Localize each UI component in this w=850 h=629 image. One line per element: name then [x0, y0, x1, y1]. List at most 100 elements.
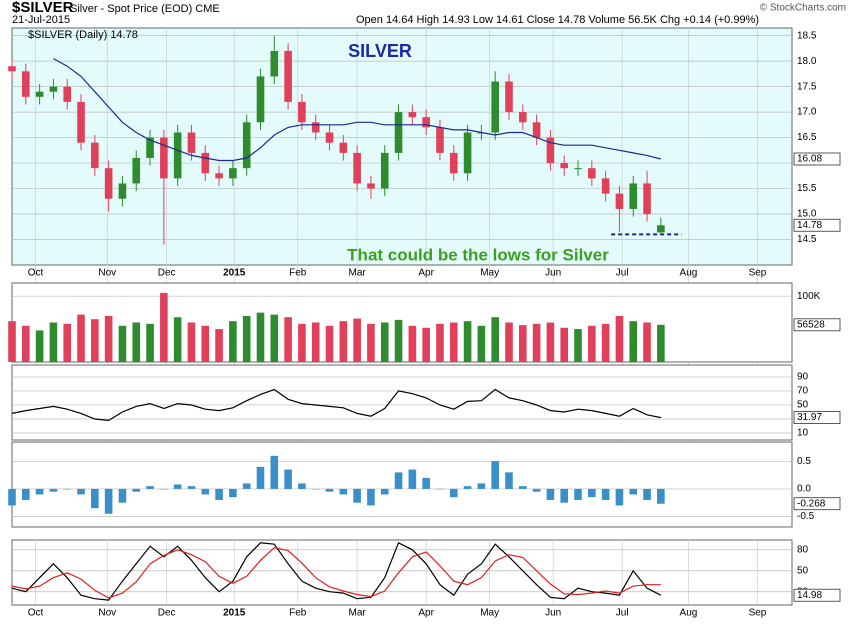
histogram-bar	[436, 488, 444, 490]
histogram-bar	[546, 488, 555, 500]
x-tick-label: Oct	[28, 268, 44, 279]
volume-bar	[325, 325, 334, 362]
histogram-bar	[380, 488, 389, 495]
volume-bar	[242, 315, 251, 362]
value-label: 16.08	[797, 154, 822, 165]
volume-bar	[77, 314, 85, 362]
volume-bar	[380, 322, 389, 362]
candle-body	[436, 127, 444, 153]
value-box	[793, 588, 841, 602]
volume-bar	[339, 321, 348, 362]
candle-body	[325, 132, 334, 143]
candle-body	[311, 122, 320, 133]
candle-body	[270, 50, 279, 77]
histogram-bar	[91, 488, 99, 509]
histogram-bar	[601, 488, 610, 500]
y-tick-label: 10	[797, 428, 809, 439]
volume-bar	[615, 315, 624, 362]
histogram-bar	[201, 488, 210, 495]
volume-bar	[35, 330, 44, 362]
value-box	[793, 152, 841, 166]
volume-bar	[49, 322, 58, 362]
volume-bar	[463, 321, 472, 362]
series-line	[53, 58, 661, 162]
value-label: 56528	[797, 319, 825, 330]
y-tick-label: 15.0	[797, 209, 817, 220]
volume-bar	[270, 314, 279, 362]
candle-body	[49, 86, 58, 92]
volume-bar	[449, 322, 458, 362]
candle-body	[367, 183, 375, 189]
candle-body	[201, 152, 210, 174]
volume-bar	[173, 317, 182, 362]
histogram-bar	[229, 488, 237, 498]
histogram-bar	[173, 484, 182, 489]
value-label: -0.268	[797, 498, 826, 509]
volume-bar	[436, 323, 444, 362]
histogram-bar	[408, 469, 417, 489]
candle-body	[380, 152, 389, 189]
volume-bar	[284, 317, 292, 362]
y-tick-label: 14.5	[797, 234, 817, 245]
candle-body	[615, 193, 624, 209]
volume-bar	[353, 318, 361, 362]
value-label: 14.98	[797, 590, 822, 601]
x-tick-label: Nov	[98, 608, 116, 619]
histogram-bar	[22, 488, 30, 500]
histogram-bar	[104, 488, 113, 514]
value-box	[793, 218, 841, 232]
candle-body	[532, 122, 541, 138]
y-tick-label: 50	[797, 400, 809, 411]
x-tick-label: May	[480, 608, 499, 619]
candle-body	[449, 152, 458, 174]
candle-body	[187, 132, 196, 153]
histogram-bar	[118, 488, 127, 503]
x-tick-label: Dec	[158, 268, 176, 279]
y-tick-label: 0.0	[797, 484, 811, 495]
x-tick-label: Sep	[749, 608, 767, 619]
candle-body	[229, 168, 237, 179]
candle-body	[463, 132, 472, 174]
histogram-bar	[629, 488, 638, 495]
histogram-bar	[353, 488, 361, 503]
stats: Open 14.64 High 14.93 Low 14.61 Close 14…	[356, 14, 759, 26]
histogram-bar	[49, 488, 58, 492]
x-tick-label: Aug	[680, 268, 698, 279]
volume-bar	[201, 325, 210, 362]
candle-body	[408, 112, 417, 118]
histogram-bar	[8, 488, 16, 506]
histogram-bar	[35, 488, 44, 495]
volume-bar	[519, 325, 527, 362]
histogram-bar	[77, 488, 85, 495]
histogram-bar	[160, 488, 168, 490]
panel	[11, 539, 793, 606]
x-tick-label: Feb	[289, 268, 307, 279]
volume-bar	[643, 322, 651, 362]
y-tick-label: 100K	[797, 291, 821, 302]
volume-bar	[91, 319, 99, 362]
candle-body	[77, 101, 85, 143]
volume-bar	[215, 329, 223, 362]
x-tick-label: Mar	[349, 268, 367, 279]
candle-body	[215, 173, 223, 179]
candle-body	[588, 168, 596, 179]
candle-body	[242, 122, 251, 169]
panel	[11, 364, 793, 441]
histogram-bar	[187, 486, 196, 489]
x-tick-label: Apr	[418, 268, 434, 279]
volume-bar	[63, 323, 72, 362]
x-tick-label: Apr	[418, 608, 434, 619]
histogram-bar	[132, 488, 141, 492]
volume-bar	[367, 323, 375, 362]
candle-body	[118, 183, 127, 199]
histogram-bar	[311, 488, 320, 490]
y-tick-label: 80	[797, 544, 809, 555]
candle-body	[284, 50, 292, 102]
x-tick-label: Jul	[616, 608, 629, 619]
volume-bar	[505, 322, 513, 362]
chart-title: SILVER	[348, 41, 412, 61]
candle-body	[104, 168, 113, 199]
histogram-bar	[491, 461, 499, 489]
